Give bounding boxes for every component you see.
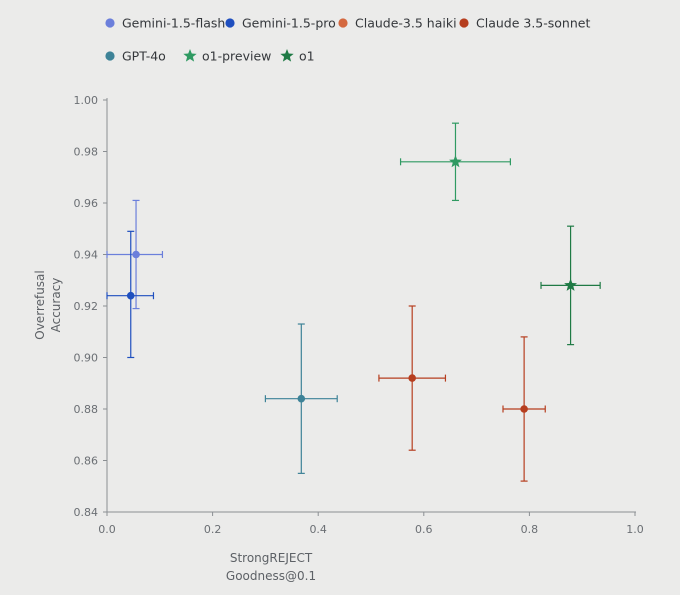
legend-label: Claude-3.5 haiki xyxy=(355,16,457,31)
x-tick-label: 0.0 xyxy=(98,523,116,536)
y-tick-label: 0.88 xyxy=(74,403,99,416)
legend-item: Claude-3.5 haiki xyxy=(338,16,457,31)
legend-circle-marker xyxy=(459,18,469,28)
axis-titles: StrongREJECT Goodness@0.1 Overrefusal Accur… xyxy=(33,270,316,583)
legend-circle-marker xyxy=(225,18,235,28)
legend-item: GPT-4o xyxy=(105,49,166,64)
data-point-circle xyxy=(520,405,528,413)
legend-label: GPT-4o xyxy=(122,49,166,64)
data-points xyxy=(106,122,601,482)
y-tick-label: 0.86 xyxy=(74,455,99,468)
data-point-group xyxy=(106,230,155,359)
x-tick-label: 0.4 xyxy=(309,523,327,536)
legend-item: o1 xyxy=(280,48,315,64)
legend-label: Gemini-1.5-pro xyxy=(242,16,336,31)
y-tick-label: 0.90 xyxy=(74,352,99,365)
data-point-circle xyxy=(126,291,135,300)
data-point-circle xyxy=(408,374,416,382)
legend-label: Claude 3.5-sonnet xyxy=(476,16,590,31)
legend-circle-marker xyxy=(105,51,115,61)
legend-label: Gemini-1.5-flash xyxy=(122,16,225,31)
legend-circle-marker xyxy=(105,18,115,28)
data-point-star xyxy=(449,155,462,168)
y-axis-title-line-2: Accuracy xyxy=(49,278,63,333)
data-point-circle xyxy=(132,250,140,259)
legend-item: Gemini-1.5-flash xyxy=(105,16,225,31)
legend-label: o1-preview xyxy=(202,49,271,64)
legend: Gemini-1.5-flash Gemini-1.5-pro Claude-3.5… xyxy=(105,16,590,64)
axes: 0.84 0.86 0.88 0.90 0.92 0.94 0.96 0.98 1.00 0.0 0… xyxy=(74,94,644,536)
data-point-group xyxy=(264,323,338,474)
legend-star-marker xyxy=(280,48,294,62)
legend-item: Claude 3.5-sonnet xyxy=(459,16,590,31)
data-point-group xyxy=(399,122,511,202)
y-axis-title: Overrefusal Accuracy xyxy=(33,270,63,339)
x-tick-label: 0.6 xyxy=(415,523,433,536)
y-tick-label: 0.92 xyxy=(74,300,99,313)
x-axis-title-line-1: StrongREJECT xyxy=(230,551,313,565)
data-point-group xyxy=(502,336,546,482)
y-axis-title-line-1: Overrefusal xyxy=(33,270,47,339)
legend-circle-marker xyxy=(338,18,348,28)
y-tick-label: 0.84 xyxy=(74,506,99,519)
x-tick-label: 0.2 xyxy=(204,523,222,536)
x-axis-title-line-2: Goodness@0.1 xyxy=(226,569,316,583)
data-point-circle xyxy=(297,394,306,403)
x-tick-label: 0.8 xyxy=(521,523,539,536)
data-point-star xyxy=(564,278,577,291)
data-point-group xyxy=(540,225,601,346)
legend-item: Gemini-1.5-pro xyxy=(225,16,336,31)
data-point-group xyxy=(106,199,164,310)
legend-item: o1-preview xyxy=(183,49,271,64)
x-tick-label: 1.0 xyxy=(626,523,644,536)
data-point-group xyxy=(378,305,447,451)
y-tick-label: 0.98 xyxy=(74,146,99,159)
y-tick-label: 0.96 xyxy=(74,197,99,210)
y-tick-label: 0.94 xyxy=(74,249,99,262)
legend-star-marker xyxy=(183,48,197,62)
y-tick-label: 1.00 xyxy=(74,94,99,107)
legend-label: o1 xyxy=(299,49,315,64)
